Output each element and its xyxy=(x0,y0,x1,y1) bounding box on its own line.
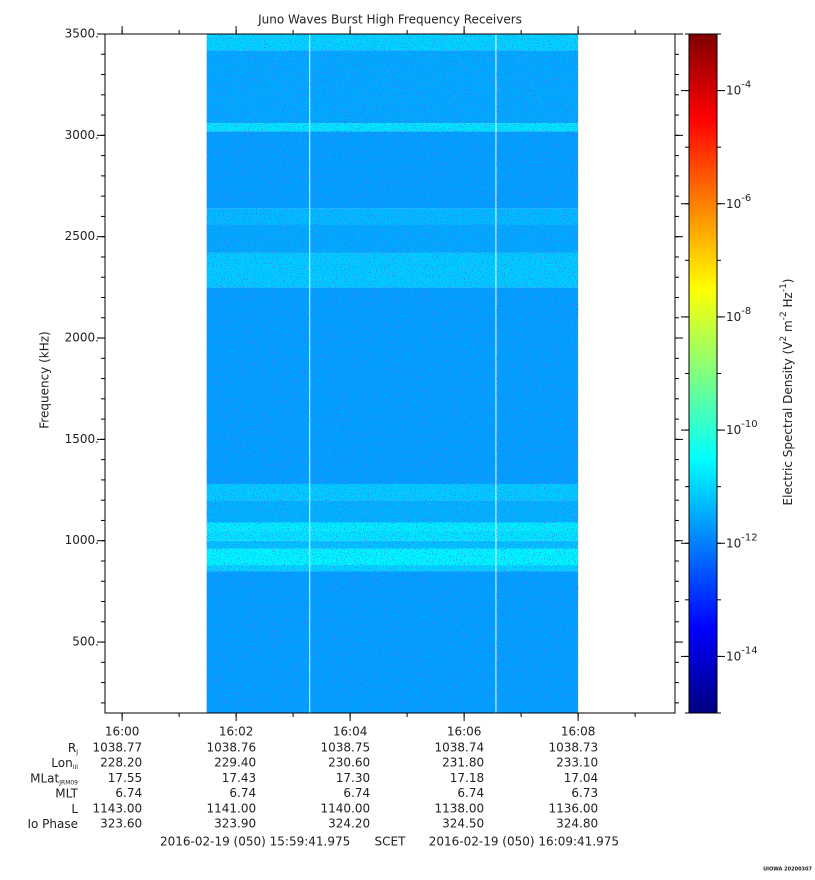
noise-texture xyxy=(496,34,579,713)
colorbar-tick-base: 10 xyxy=(726,83,741,97)
x-tick-label: 16:08 xyxy=(561,725,596,739)
colorbar-label-text: m xyxy=(781,320,795,336)
ephemeris-label: L xyxy=(71,801,78,815)
x-tick-label: 16:00 xyxy=(105,725,140,739)
ephemeris-value: 6.74 xyxy=(229,786,256,800)
colorbar-tick-label: 10-8 xyxy=(726,306,751,324)
x-tick-label: 16:04 xyxy=(333,725,368,739)
y-tick-label: 2500. xyxy=(65,229,99,243)
colorbar-tick-exp: -6 xyxy=(741,193,751,204)
ephemeris-value: 324.80 xyxy=(556,817,598,831)
colorbar xyxy=(688,33,718,714)
credit: UIOWA 20200307 xyxy=(763,867,812,873)
colorbar-tick-label: 10-12 xyxy=(726,532,758,550)
ephemeris-value: 228.20 xyxy=(100,756,142,770)
colorbar-label-sup: -1 xyxy=(779,283,789,292)
x-tick-label: 16:02 xyxy=(219,725,254,739)
colorbar-tick-base: 10 xyxy=(726,309,741,323)
ephemeris-value: 230.60 xyxy=(328,756,370,770)
ephemeris-label-text: MLat xyxy=(30,771,59,785)
ephemeris-value: 1140.00 xyxy=(320,801,370,815)
ephemeris-value: 1143.00 xyxy=(92,801,142,815)
ephemeris-value: 231.80 xyxy=(442,756,484,770)
chart-title: Juno Waves Burst High Frequency Receiver… xyxy=(257,13,522,27)
ephemeris-value: 1038.76 xyxy=(206,741,256,755)
ephemeris-label-text: L xyxy=(71,801,78,815)
footer-scet: SCET xyxy=(375,835,407,849)
ephemeris-value: 233.10 xyxy=(556,756,598,770)
ephemeris-value: 6.73 xyxy=(571,786,598,800)
ephemeris-value: 1038.75 xyxy=(320,741,370,755)
ephemeris-value: 1138.00 xyxy=(434,801,484,815)
ephemeris-label-text: Lon xyxy=(51,756,72,770)
colorbar-tick-label: 10-4 xyxy=(726,80,751,98)
ephemeris-label: Io Phase xyxy=(27,817,78,831)
colorbar-tick-exp: -8 xyxy=(741,306,751,317)
ephemeris-value: 324.20 xyxy=(328,817,370,831)
y-tick-label: 3000. xyxy=(65,128,99,142)
ephemeris-value: 1038.73 xyxy=(548,741,598,755)
colorbar-label: Electric Spectral Density (V2 m-2 Hz-1) xyxy=(779,278,795,505)
colorbar-tick-exp: -4 xyxy=(741,80,751,91)
colorbar-tick-label: 10-6 xyxy=(726,193,751,211)
ephemeris-value: 17.30 xyxy=(336,771,370,785)
ephemeris-label-sub: J xyxy=(75,749,78,756)
ephemeris-value: 6.74 xyxy=(343,786,370,800)
y-tick-label: 3500. xyxy=(65,27,99,41)
x-tick-label: 16:06 xyxy=(447,725,482,739)
colorbar-tick-base: 10 xyxy=(726,423,741,437)
ephemeris-label-sub: III xyxy=(73,764,79,771)
footer-end: 2016-02-19 (050) 16:09:41.975 xyxy=(429,835,619,849)
ephemeris-value: 229.40 xyxy=(214,756,256,770)
y-tick-label: 1500. xyxy=(65,432,99,446)
ephemeris-value: 324.50 xyxy=(442,817,484,831)
ephemeris-value: 17.04 xyxy=(564,771,598,785)
colorbar-tick-base: 10 xyxy=(726,536,741,550)
ephemeris-value: 1038.74 xyxy=(434,741,484,755)
ephemeris-value: 323.90 xyxy=(214,817,256,831)
footer-start: 2016-02-19 (050) 15:59:41.975 xyxy=(160,835,350,849)
colorbar-tick-base: 10 xyxy=(726,196,741,210)
colorbar-tick-exp: -10 xyxy=(741,419,757,430)
ephemeris-label-text: MLT xyxy=(55,786,78,800)
ephemeris-value: 323.60 xyxy=(100,817,142,831)
y-tick-label: 500. xyxy=(72,635,99,649)
y-tick-label: 1000. xyxy=(65,533,99,547)
colorbar-tick-label: 10-14 xyxy=(726,645,758,663)
colorbar-label-text: Hz xyxy=(781,292,795,311)
ephemeris-value: 1038.77 xyxy=(92,741,142,755)
colorbar-label-text: Electric Spectral Density (V xyxy=(781,341,795,506)
ephemeris-label-text: Io Phase xyxy=(27,817,78,831)
colorbar-label-sup: -2 xyxy=(779,311,789,320)
colorbar-tick-exp: -14 xyxy=(741,645,757,656)
colorbar-tick-label: 10-10 xyxy=(726,419,758,437)
ephemeris-value: 6.74 xyxy=(115,786,142,800)
ephemeris-value: 6.74 xyxy=(457,786,484,800)
spectrogram xyxy=(206,34,579,713)
noise-texture xyxy=(206,34,310,713)
ephemeris-value: 17.18 xyxy=(450,771,484,785)
colorbar-label-text: ) xyxy=(781,278,795,283)
ephemeris-value: 17.55 xyxy=(108,771,142,785)
ephemeris-label: RJ xyxy=(68,741,78,756)
noise-texture xyxy=(310,34,496,713)
ephemeris-label: MLT xyxy=(55,786,78,800)
ephemeris-label: LonIII xyxy=(51,756,78,771)
ephemeris-label-text: R xyxy=(68,741,76,755)
y-axis-label: Frequency (kHz) xyxy=(38,331,52,428)
plot-frame xyxy=(104,33,676,714)
ephemeris-value: 1136.00 xyxy=(548,801,598,815)
ephemeris-label-sub: JRM09 xyxy=(58,779,78,786)
ephemeris-label: MLatJRM09 xyxy=(30,771,78,786)
colorbar-label-sup: 2 xyxy=(779,336,789,342)
colorbar-tick-exp: -12 xyxy=(741,532,757,543)
y-tick-label: 2000. xyxy=(65,331,99,345)
ephemeris-value: 1141.00 xyxy=(206,801,256,815)
colorbar-tick-base: 10 xyxy=(726,649,741,663)
ephemeris-value: 17.43 xyxy=(222,771,256,785)
